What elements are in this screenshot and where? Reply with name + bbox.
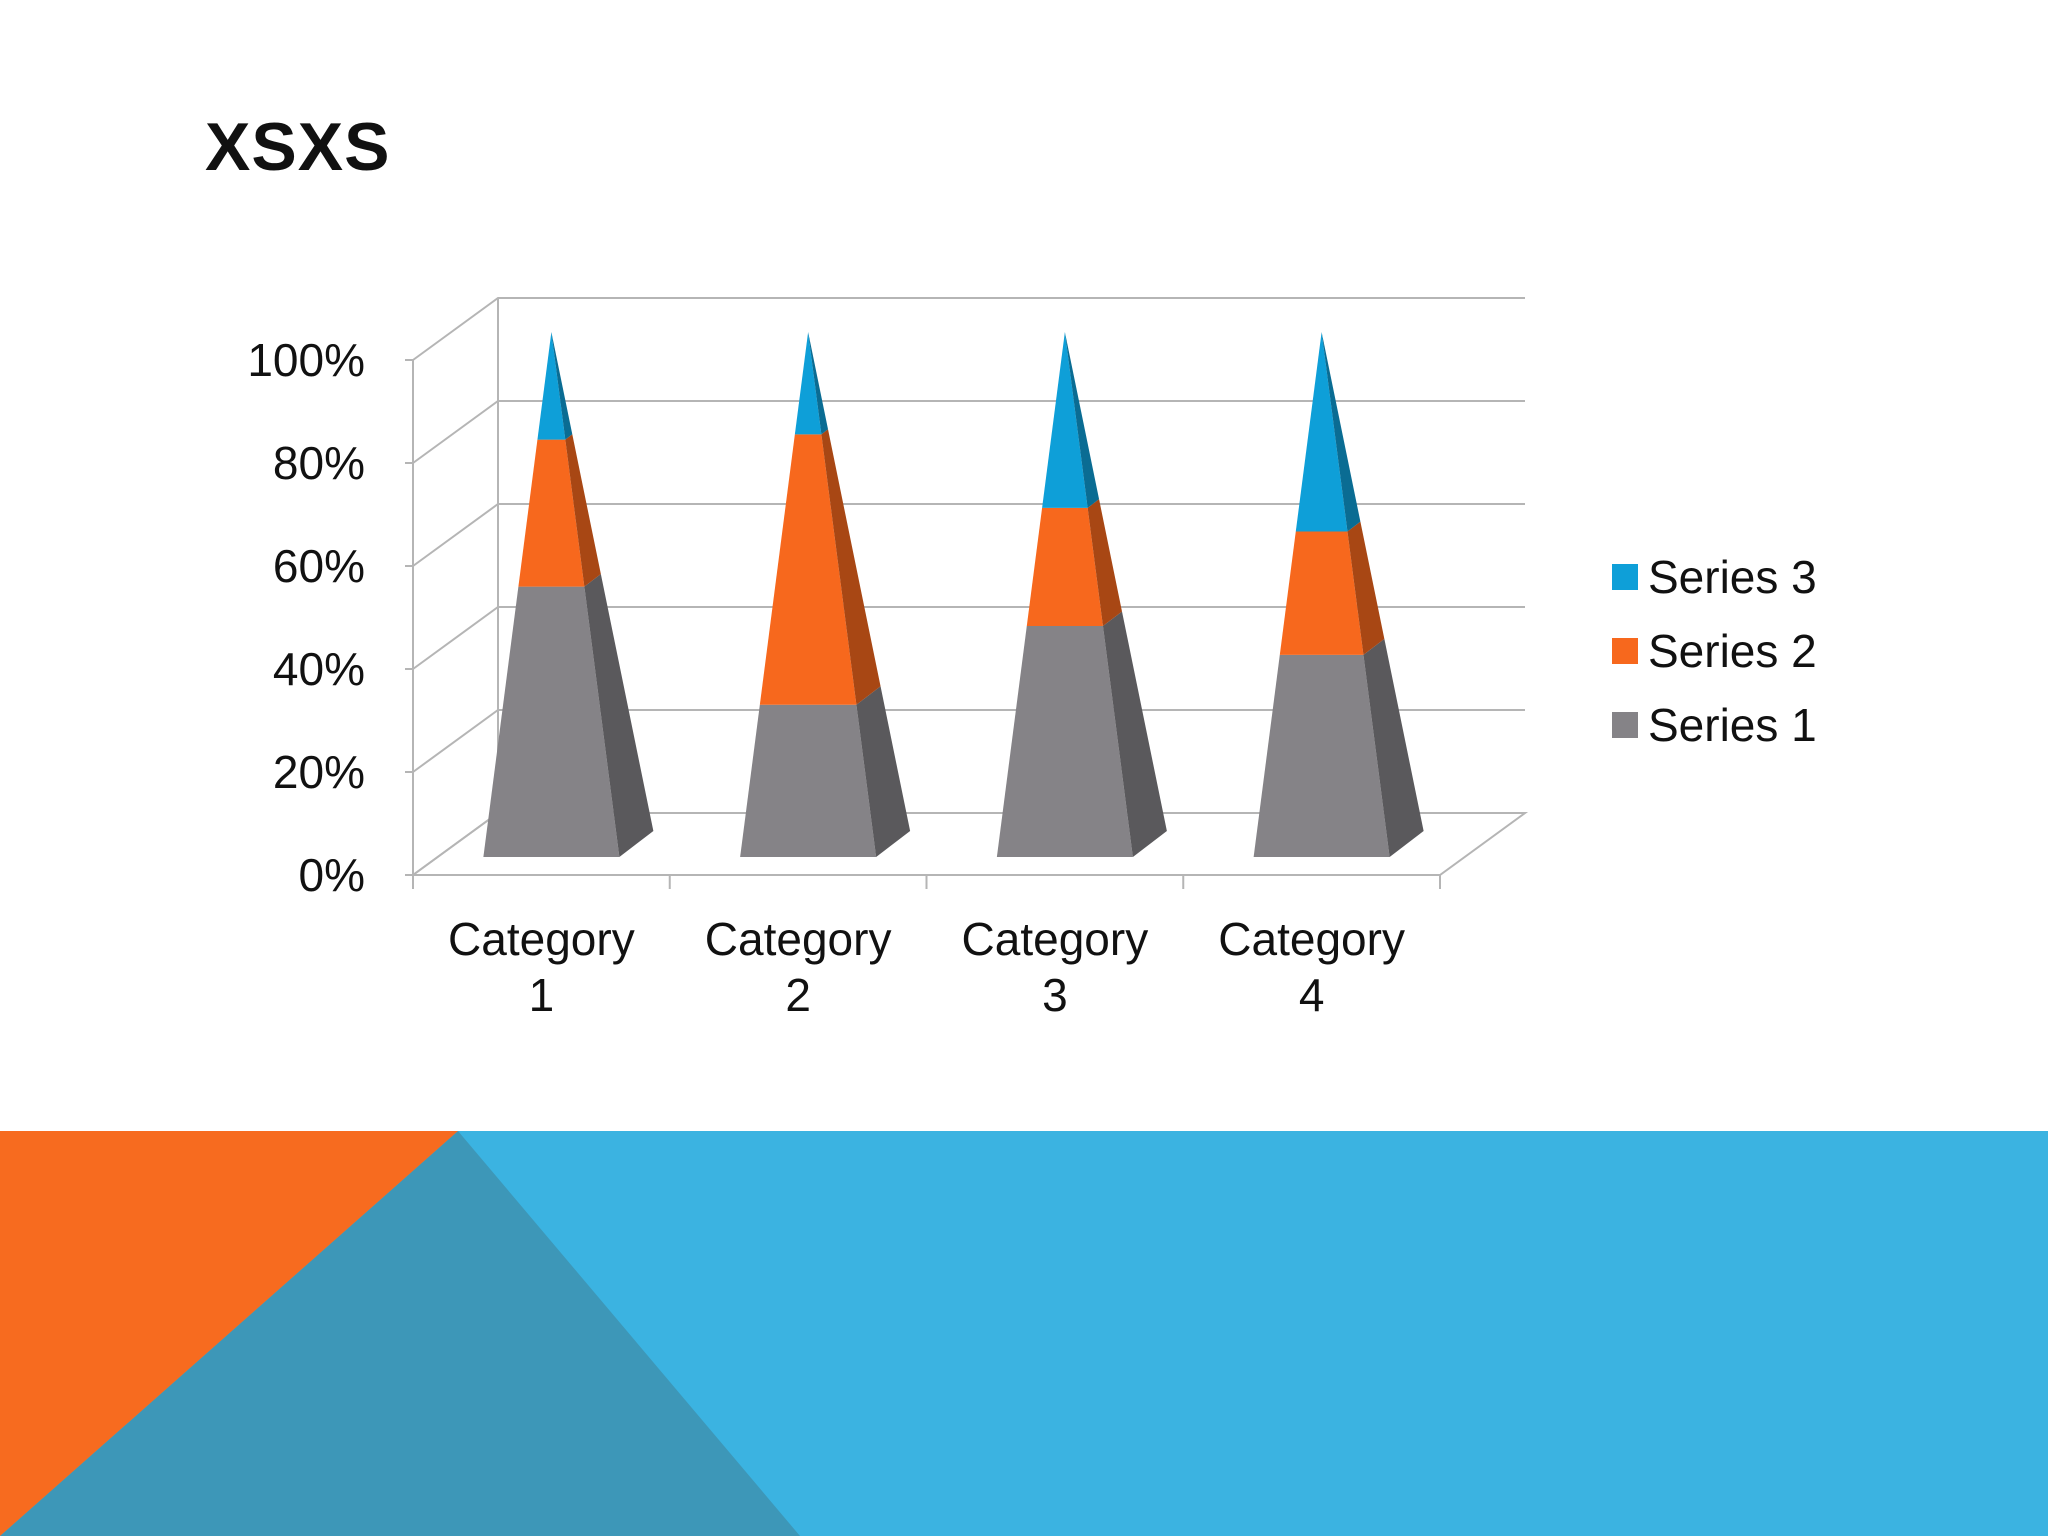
pyramid-segment-front: [794, 332, 822, 435]
x-axis-tick-labels: Category 1 Category 2 Category 3 Category 4: [448, 913, 1405, 1021]
pyramid: [996, 332, 1167, 857]
pyramid-segment-side: [1102, 611, 1167, 857]
pyramid-segment-side: [565, 434, 601, 587]
pyramid-segment-side: [1321, 332, 1361, 532]
pyramid-segment-side: [821, 429, 881, 705]
pyramid-segment-front: [483, 586, 620, 857]
pyramid-segment-side: [856, 686, 911, 857]
pyramid-segment-front: [518, 439, 585, 587]
x-axis: [412, 874, 1441, 889]
y-tick-label: 40%: [273, 643, 365, 695]
pyramid-segment-side: [584, 574, 654, 857]
legend-item: Series 3: [1612, 540, 1817, 614]
pyramid-segment-front: [996, 626, 1133, 857]
chart-legend: Series 3 Series 2 Series 1: [1612, 540, 1817, 762]
pyramid-segment-front: [1026, 507, 1103, 626]
gridline: [412, 503, 1525, 567]
gridline: [412, 297, 1525, 361]
chart-pyramids: [483, 332, 1424, 857]
x-tick-label: Category 3: [962, 913, 1149, 1021]
pyramid: [740, 332, 911, 857]
pyramid-segment-front: [537, 332, 566, 440]
gridline: [412, 400, 1525, 464]
x-tick-label: Category 1: [448, 913, 635, 1021]
legend-label: Series 3: [1648, 551, 1817, 603]
pyramid-segment-front: [759, 434, 857, 705]
pyramid-segment-side: [551, 332, 573, 440]
y-tick-label: 100%: [247, 334, 365, 386]
pyramid-segment-front: [1042, 332, 1088, 508]
legend-swatch: [1612, 564, 1638, 590]
legend-swatch: [1612, 638, 1638, 664]
pyramid-segment-front: [1253, 654, 1390, 857]
pyramid-segment-front: [740, 704, 877, 857]
y-tick-label: 0%: [299, 849, 365, 901]
y-tick-label: 60%: [273, 540, 365, 592]
y-axis-tick-labels: 0% 20% 40% 60% 80% 100%: [247, 334, 413, 901]
x-tick-label: Category 4: [1218, 913, 1405, 1021]
legend-label: Series 1: [1648, 699, 1817, 751]
x-tick-label: Category 2: [705, 913, 892, 1021]
slide-title: XSXS: [205, 109, 391, 185]
y-tick-label: 80%: [273, 437, 365, 489]
pyramid: [1253, 332, 1424, 857]
pyramid-segment-side: [1064, 332, 1100, 508]
pyramid-segment-side: [808, 332, 829, 435]
y-tick-label: 20%: [273, 746, 365, 798]
pyramid-segment-side: [1347, 521, 1385, 655]
footer-teal-triangle: [0, 1131, 800, 1536]
pyramid-segment-side: [1363, 638, 1424, 857]
footer-decoration: [0, 1131, 2048, 1536]
gridline: [412, 606, 1525, 670]
pyramid: [483, 332, 654, 857]
legend-swatch: [1612, 712, 1638, 738]
pyramid-segment-side: [1087, 499, 1122, 626]
chart-gridlines: [412, 297, 1525, 876]
legend-item: Series 1: [1612, 688, 1817, 762]
pyramid-segment-front: [1279, 531, 1364, 655]
pyramid-segment-front: [1295, 332, 1348, 532]
gridline: [412, 709, 1525, 773]
legend-item: Series 2: [1612, 614, 1817, 688]
legend-label: Series 2: [1648, 625, 1817, 677]
footer-orange-triangle: [0, 1131, 458, 1536]
